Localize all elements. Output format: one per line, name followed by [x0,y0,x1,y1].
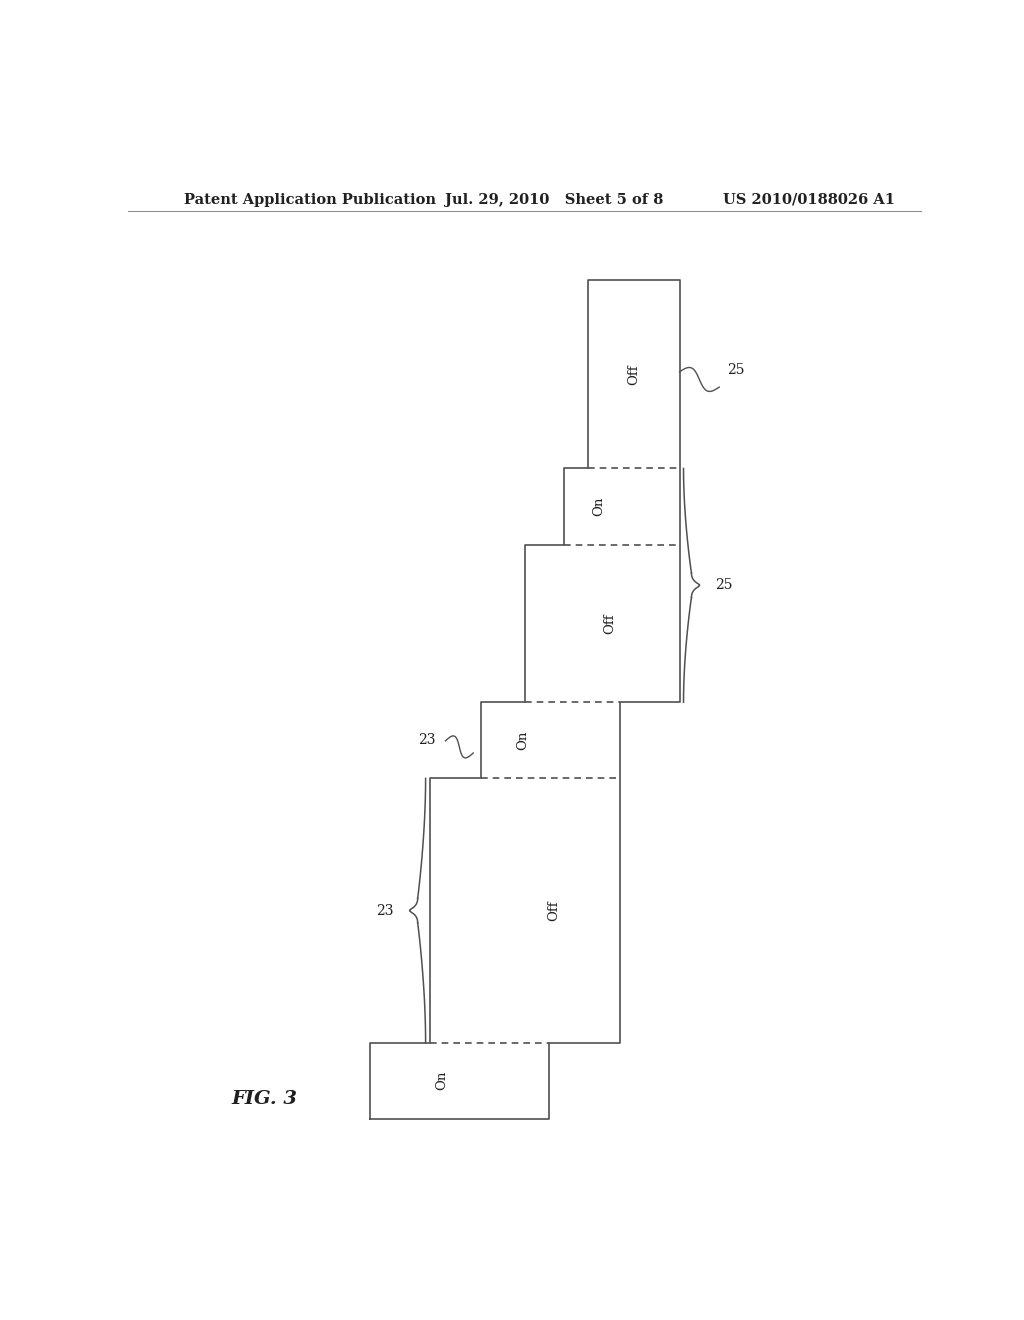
Text: Off: Off [547,900,560,921]
Text: On: On [516,730,529,750]
Text: On: On [593,496,605,516]
Text: 23: 23 [419,733,436,747]
Text: US 2010/0188026 A1: US 2010/0188026 A1 [723,193,895,207]
Text: Off: Off [628,364,640,384]
Text: Off: Off [603,612,616,634]
Text: Jul. 29, 2010   Sheet 5 of 8: Jul. 29, 2010 Sheet 5 of 8 [445,193,664,207]
Text: 25: 25 [715,578,733,593]
Text: On: On [435,1071,447,1090]
Text: Patent Application Publication: Patent Application Publication [183,193,435,207]
Text: FIG. 3: FIG. 3 [231,1089,297,1107]
Text: 23: 23 [377,903,394,917]
Text: 25: 25 [727,363,744,376]
